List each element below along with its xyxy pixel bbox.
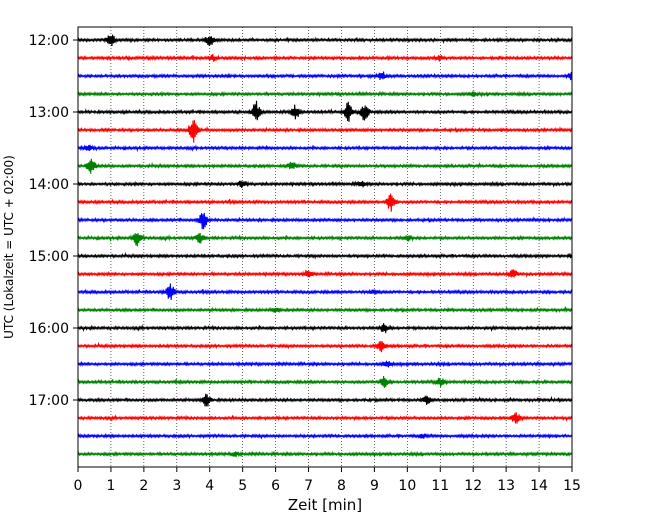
x-tick-label-15: 15 [563, 478, 581, 494]
x-tick-label-11: 11 [431, 478, 449, 494]
trace-1615 [77, 341, 573, 353]
x-tick-label-5: 5 [238, 478, 247, 494]
trace-1630 [77, 360, 573, 368]
y-tick-label-3: 15:00 [29, 249, 69, 265]
y-tick-label-1: 13:00 [29, 105, 69, 121]
trace-1230 [77, 71, 573, 81]
trace-1500 [77, 251, 573, 260]
x-tick-label-0: 0 [74, 478, 83, 494]
trace-1415 [77, 193, 573, 212]
x-axis-label: Zeit [min] [288, 496, 362, 514]
trace-1300 [77, 100, 573, 122]
trace-1245 [77, 90, 573, 98]
x-tick-label-8: 8 [337, 478, 346, 494]
trace-1600 [77, 323, 573, 334]
trace-1215 [77, 54, 573, 62]
y-tick-label-0: 12:00 [29, 33, 69, 49]
trace-1730 [77, 432, 573, 440]
x-tick-label-7: 7 [304, 478, 313, 494]
x-axis-ticks: 0 1 2 3 4 5 6 7 8 9 10 11 12 13 14 15 [74, 467, 581, 494]
x-tick-label-3: 3 [172, 478, 181, 494]
x-tick-label-6: 6 [271, 478, 280, 494]
y-tick-label-4: 16:00 [29, 321, 69, 337]
y-axis-ticks: 12:00 13:00 14:00 15:00 16:00 17:00 [29, 33, 78, 409]
trace-1530 [77, 283, 573, 301]
x-tick-label-1: 1 [106, 478, 115, 494]
y-tick-label-2: 14:00 [29, 177, 69, 193]
seismic-traces [77, 34, 573, 458]
trace-1545 [77, 305, 573, 314]
x-tick-label-12: 12 [464, 478, 482, 494]
x-tick-label-4: 4 [205, 478, 214, 494]
x-tick-label-2: 2 [139, 478, 148, 494]
trace-1745 [77, 450, 573, 458]
x-tick-label-9: 9 [370, 478, 379, 494]
trace-1200 [77, 34, 573, 47]
x-tick-label-10: 10 [398, 478, 416, 494]
y-tick-label-5: 17:00 [29, 393, 69, 409]
trace-1515 [77, 269, 573, 278]
plot-frame [77, 26, 573, 468]
trace-1715 [77, 412, 573, 424]
trace-1430 [77, 212, 573, 230]
trace-1645 [77, 375, 573, 388]
trace-1400 [77, 180, 573, 189]
trace-1330 [77, 144, 573, 153]
trace-1345 [77, 158, 573, 174]
x-tick-label-14: 14 [530, 478, 548, 494]
x-tick-label-13: 13 [497, 478, 515, 494]
trace-1700 [77, 393, 573, 407]
trace-1315 [77, 120, 573, 143]
y-axis-label: UTC (Lokalzeit = UTC + 02:00) [2, 155, 16, 339]
trace-1445 [77, 232, 573, 247]
